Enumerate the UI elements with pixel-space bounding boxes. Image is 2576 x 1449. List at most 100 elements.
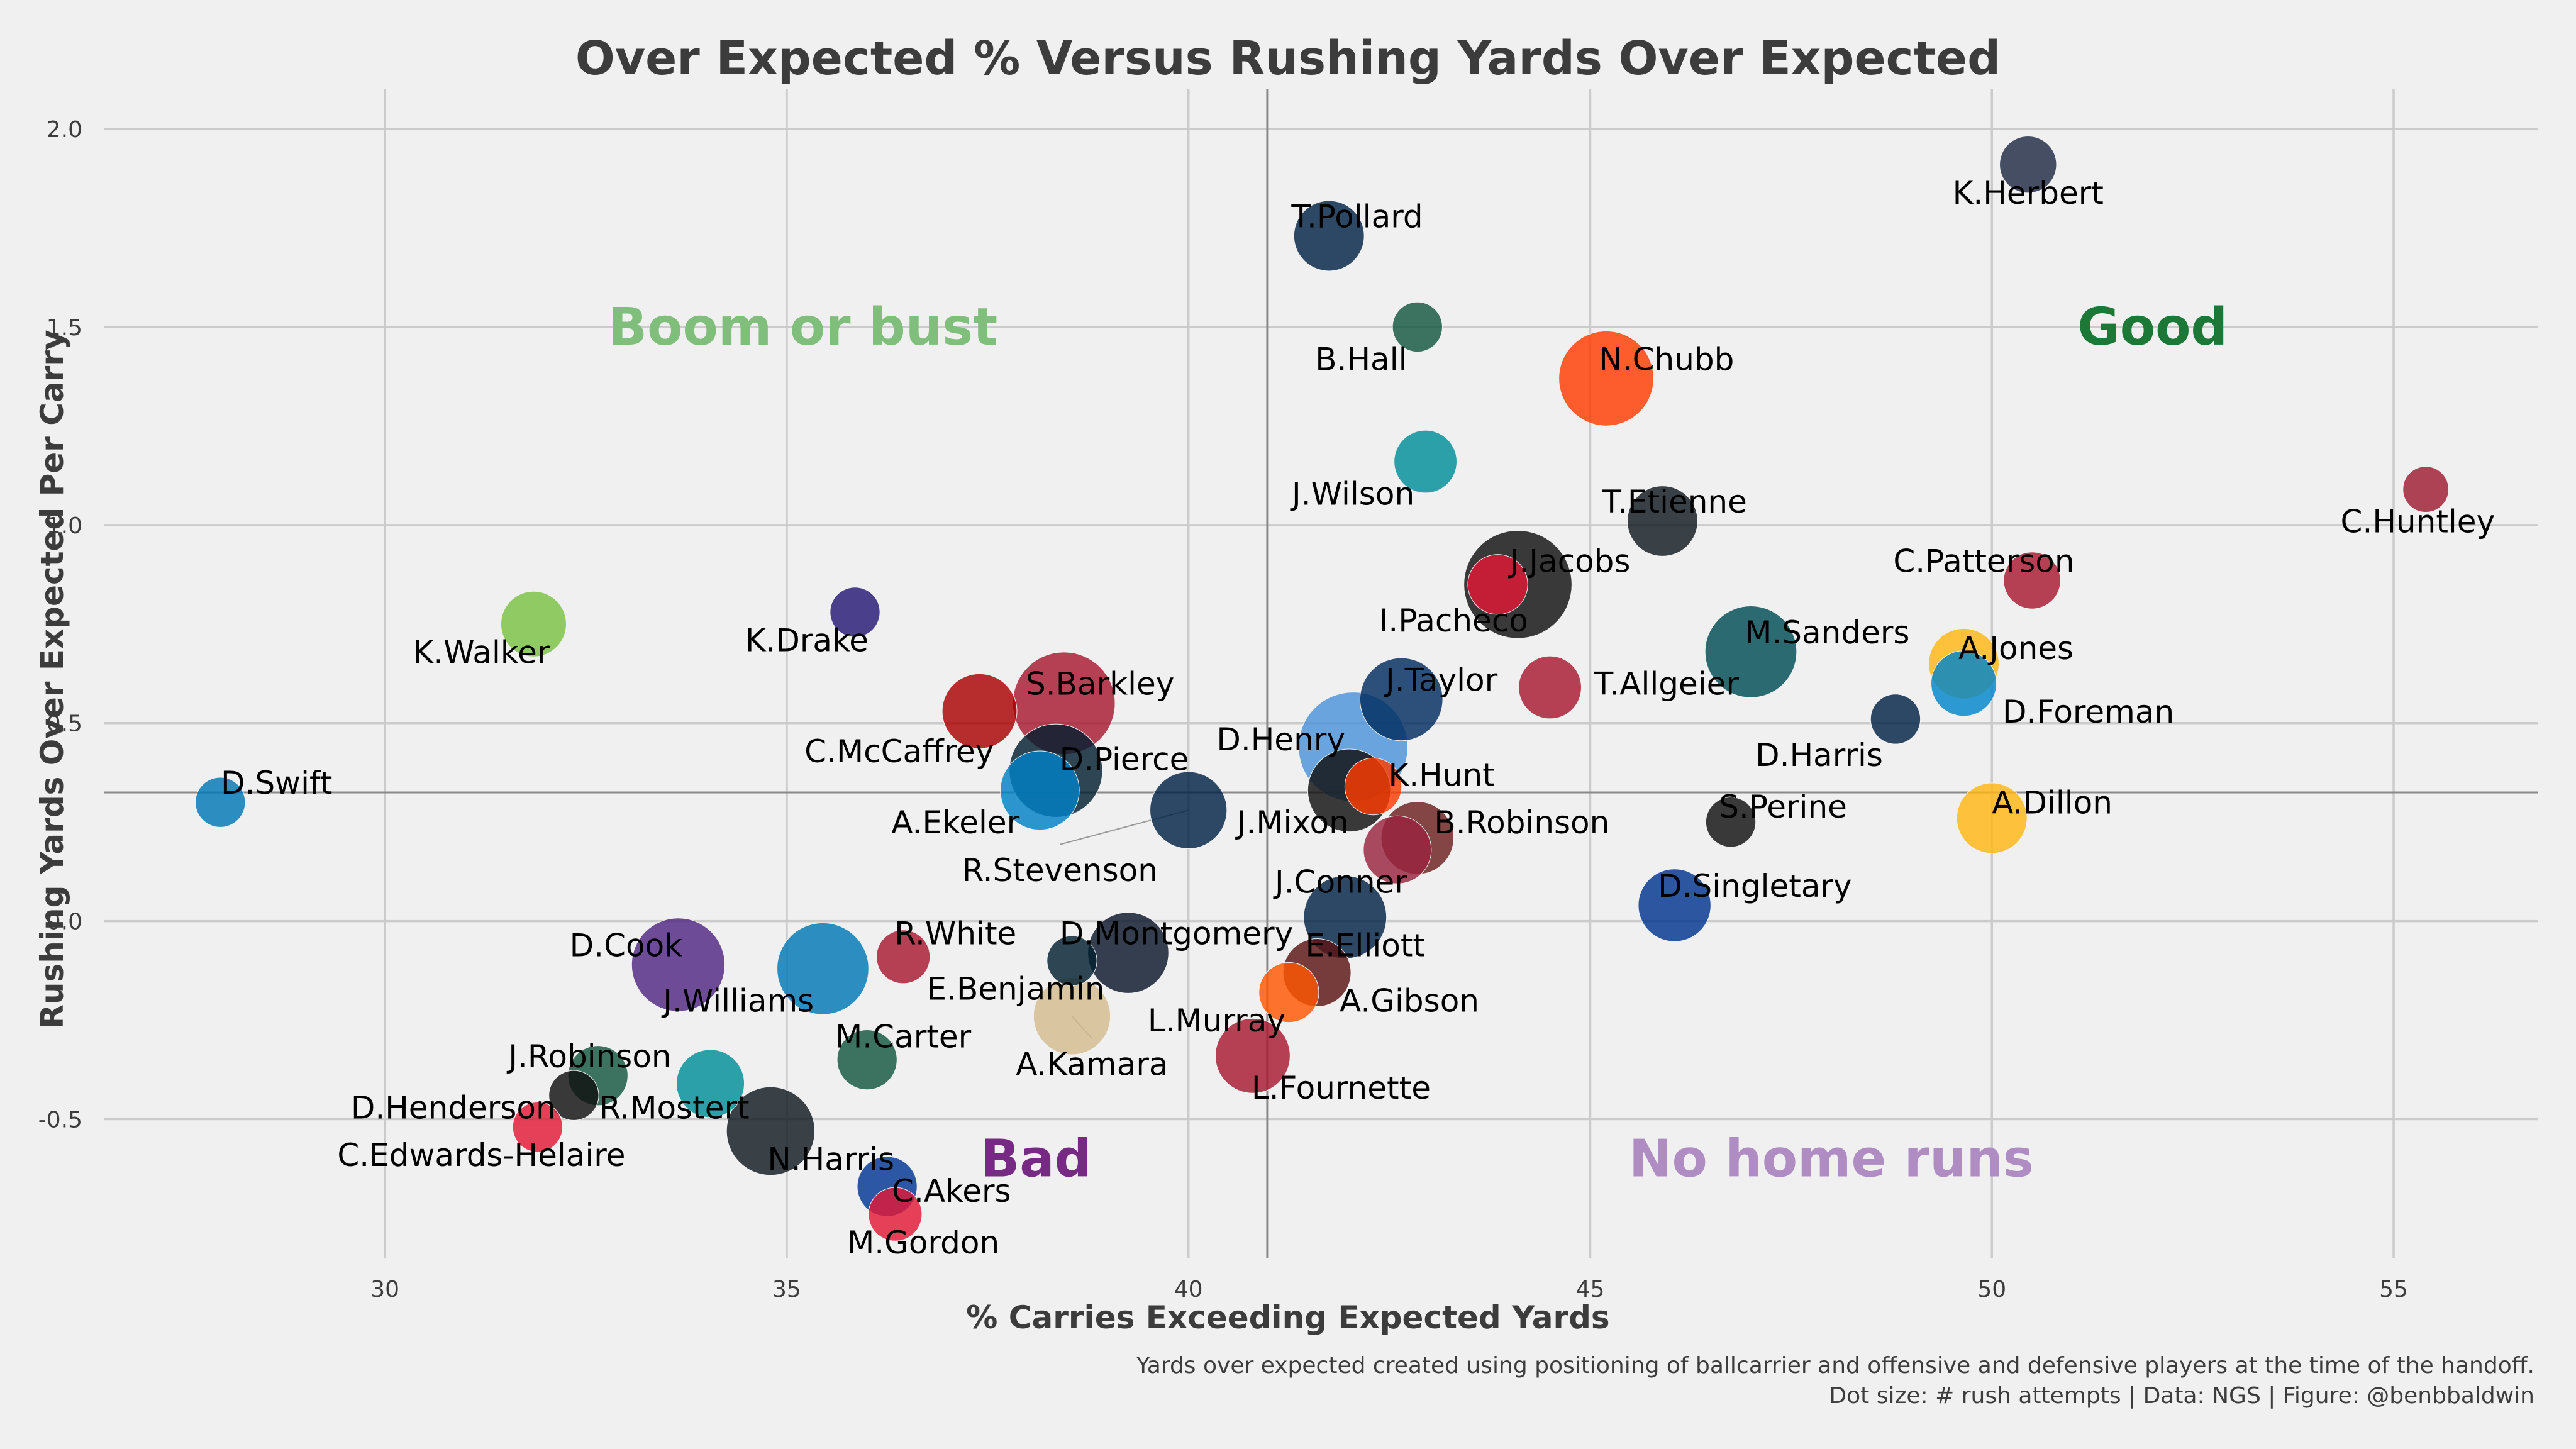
point-b-hall — [1392, 301, 1443, 353]
point-d-henderson — [548, 1070, 599, 1121]
point-t-etienne — [1627, 486, 1698, 557]
y-tick-label: -0.5 — [38, 1108, 82, 1133]
point-k-hunt — [1344, 757, 1402, 816]
point-t-pollard — [1293, 200, 1365, 272]
x-tick-label: 50 — [1977, 1277, 2006, 1302]
player-label: C.Huntley — [2341, 504, 2496, 540]
player-label: A.Dillon — [1992, 785, 2112, 821]
player-label: T.Allgeier — [1594, 666, 1740, 702]
point-c-edwards-helaire — [512, 1101, 564, 1153]
point-d-foreman — [1931, 650, 1997, 717]
point-i-pacheco — [1467, 554, 1528, 615]
quadrant-label: No home runs — [1629, 1130, 2034, 1189]
player-label: M.Gordon — [847, 1224, 999, 1261]
x-tick-label: 40 — [1174, 1277, 1203, 1302]
player-label: L.Murray — [1148, 1002, 1285, 1039]
player-label: I.Pacheco — [1379, 602, 1528, 639]
player-label: N.Harris — [767, 1141, 894, 1178]
point-l-murray — [1258, 962, 1319, 1023]
player-label: R.White — [894, 916, 1016, 952]
player-label: J.Conner — [1273, 864, 1407, 901]
point-c-patterson — [2003, 552, 2061, 609]
player-label: D.Henry — [1216, 721, 1345, 758]
y-tick-label: 1.5 — [47, 315, 82, 341]
player-label: D.Swift — [221, 765, 332, 801]
point-r-white — [876, 930, 931, 984]
point-j-conner — [1363, 815, 1432, 884]
player-label: L.Fournette — [1252, 1070, 1431, 1106]
player-label: M.Sanders — [1745, 614, 1909, 651]
player-label: K.Drake — [745, 622, 869, 658]
x-axis-title: % Carries Exceeding Expected Yards — [966, 1299, 1609, 1336]
player-label: K.Walker — [413, 634, 550, 670]
player-label: D.Harris — [1755, 737, 1883, 774]
player-label: C.Edwards-Helaire — [337, 1137, 625, 1174]
chart-title: Over Expected % Versus Rushing Yards Ove… — [575, 31, 2001, 86]
player-label: A.Ekeler — [891, 804, 1019, 841]
x-tick-label: 45 — [1576, 1277, 1605, 1302]
y-tick-label: 0.5 — [47, 711, 82, 737]
point-r-mostert — [676, 1049, 745, 1118]
point-k-walker — [500, 591, 567, 657]
player-label: C.McCaffrey — [804, 733, 994, 770]
player-label: J.Robinson — [506, 1038, 671, 1075]
player-label: D.Singletary — [1658, 868, 1852, 904]
point-k-drake — [830, 587, 880, 638]
player-label: A.Gibson — [1340, 983, 1479, 1019]
gridlines — [104, 89, 2538, 1258]
player-label: B.Robinson — [1434, 804, 1609, 841]
player-label: T.Pollard — [1291, 199, 1423, 235]
y-tick-label: 1.0 — [47, 513, 82, 539]
player-label: J.Wilson — [1290, 475, 1414, 512]
point-t-allgeier — [1518, 655, 1582, 719]
point-d-harris — [1870, 694, 1921, 745]
player-label: D.Pierce — [1060, 741, 1189, 777]
point-s-perine — [1705, 797, 1757, 848]
point-j-taylor — [1359, 657, 1443, 741]
quadrant-label: Bad — [980, 1130, 1092, 1189]
y-tick-label: 0.0 — [47, 909, 82, 935]
point-m-carter — [836, 1029, 897, 1091]
player-label: C.Patterson — [1893, 543, 2074, 579]
player-label: D.Henderson — [351, 1090, 556, 1126]
player-label: C.Akers — [892, 1173, 1011, 1209]
quadrant-label: Boom or bust — [608, 297, 998, 357]
player-label: D.Cook — [570, 927, 682, 963]
player-label: J.Mixon — [1235, 804, 1349, 841]
caption-line-1: Yards over expected created using positi… — [1136, 1353, 2534, 1379]
point-n-chubb — [1558, 330, 1654, 426]
data-points — [195, 135, 2450, 1241]
point-d-swift — [195, 777, 246, 828]
player-label: K.Hunt — [1389, 757, 1495, 794]
player-label: B.Hall — [1315, 341, 1407, 377]
y-axis-title: Rushing Yards Over Expected Per Carry — [34, 330, 70, 1028]
player-label: R.Stevenson — [962, 852, 1158, 889]
player-label: E.Benjamin — [926, 971, 1104, 1008]
player-label: S.Barkley — [1026, 666, 1174, 702]
caption-line-2: Dot size: # rush attempts | Data: NGS | … — [1829, 1383, 2534, 1409]
point-a-ekeler — [1000, 750, 1080, 831]
player-label: A.Jones — [1958, 630, 2074, 667]
quadrant-label: Good — [2077, 297, 2228, 357]
point-m-sanders — [1704, 606, 1797, 698]
player-label: S.Perine — [1719, 789, 1847, 825]
player-label: N.Chubb — [1599, 341, 1734, 377]
point-n-harris — [726, 1086, 816, 1176]
player-label: T.Etienne — [1601, 484, 1747, 520]
point-c-mccaffrey — [941, 673, 1018, 749]
point-j-williams — [777, 922, 869, 1015]
player-label: E.Elliott — [1305, 927, 1425, 963]
player-label: M.Carter — [835, 1018, 972, 1055]
player-label: R.Mostert — [599, 1090, 749, 1126]
point-j-wilson — [1394, 430, 1457, 494]
point-d-cook — [631, 918, 726, 1012]
point-m-gordon — [868, 1187, 923, 1241]
player-labels: K.Herbert T.Pollard B.Hall N.Chubb J.Wilson C… — [221, 175, 2495, 1261]
quadrant-labels: Boom or bust Good Bad No home runs — [608, 297, 2228, 1189]
point-a-dillon — [1956, 782, 2028, 854]
player-label: J.Jacobs — [1508, 543, 1631, 579]
player-label: J.Taylor — [1384, 662, 1498, 698]
x-tick-label: 55 — [2379, 1277, 2408, 1302]
point-d-singletary — [1638, 869, 1711, 942]
